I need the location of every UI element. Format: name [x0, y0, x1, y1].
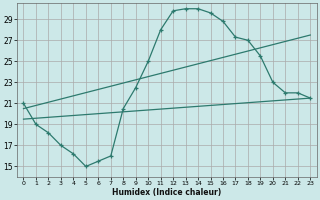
X-axis label: Humidex (Indice chaleur): Humidex (Indice chaleur)	[112, 188, 221, 197]
